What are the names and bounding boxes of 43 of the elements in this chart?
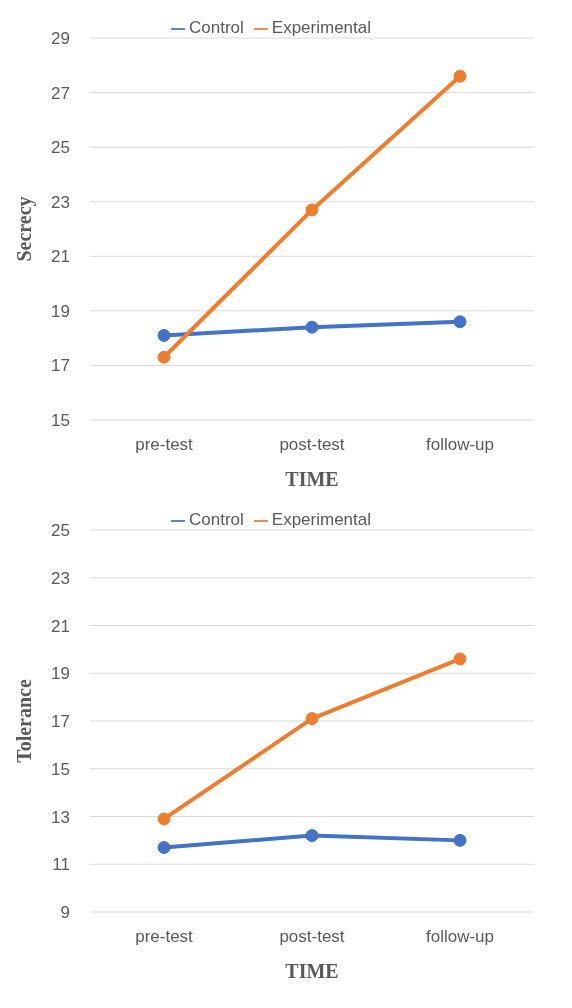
point	[157, 812, 171, 826]
y-tick-label: 15	[51, 411, 70, 431]
legend-label: Control	[188, 510, 244, 529]
x-tick-label: pre-test	[135, 435, 194, 455]
x-axis-title: TIME	[285, 468, 339, 490]
y-tick-label: 29	[51, 29, 70, 49]
x-tick-label: post-test	[279, 435, 345, 455]
legend-label: Experimental	[271, 18, 372, 37]
legend-label: Control	[188, 18, 244, 37]
y-tick-label: 25	[51, 138, 70, 158]
point	[453, 652, 467, 666]
y-tick-label: 19	[51, 664, 70, 684]
x-tick-label: follow-up	[425, 927, 495, 947]
y-axis-title: Secrecy	[13, 196, 37, 262]
x-tick-label: follow-up	[425, 435, 495, 455]
legend-label: Experimental	[271, 510, 372, 529]
y-tick-label: 9	[60, 903, 70, 923]
y-tick-label: 11	[52, 855, 70, 875]
point	[453, 833, 467, 847]
point	[305, 829, 319, 843]
y-axis-title: Tolerance	[13, 679, 36, 763]
x-axis-title: TIME	[285, 960, 339, 982]
x-tick-label: pre-test	[135, 927, 194, 947]
y-tick-label: 19	[51, 301, 70, 321]
y-tick-label: 25	[51, 521, 70, 541]
y-tick-label: 15	[51, 759, 70, 779]
y-tick-label: 13	[51, 807, 70, 827]
y-tick-label: 21	[51, 616, 70, 636]
y-tick-label: 21	[51, 247, 70, 267]
point	[157, 350, 171, 364]
point	[453, 315, 467, 329]
point	[157, 328, 171, 342]
y-tick-label: 17	[51, 356, 70, 376]
point	[305, 712, 319, 726]
y-tick-label: 17	[51, 712, 70, 732]
y-tick-label: 23	[51, 192, 70, 212]
y-tick-label: 23	[51, 568, 70, 588]
point	[305, 203, 319, 217]
x-tick-label: post-test	[279, 927, 345, 947]
point	[157, 841, 171, 855]
point	[453, 69, 467, 83]
point	[305, 320, 319, 334]
y-tick-label: 27	[51, 83, 70, 103]
